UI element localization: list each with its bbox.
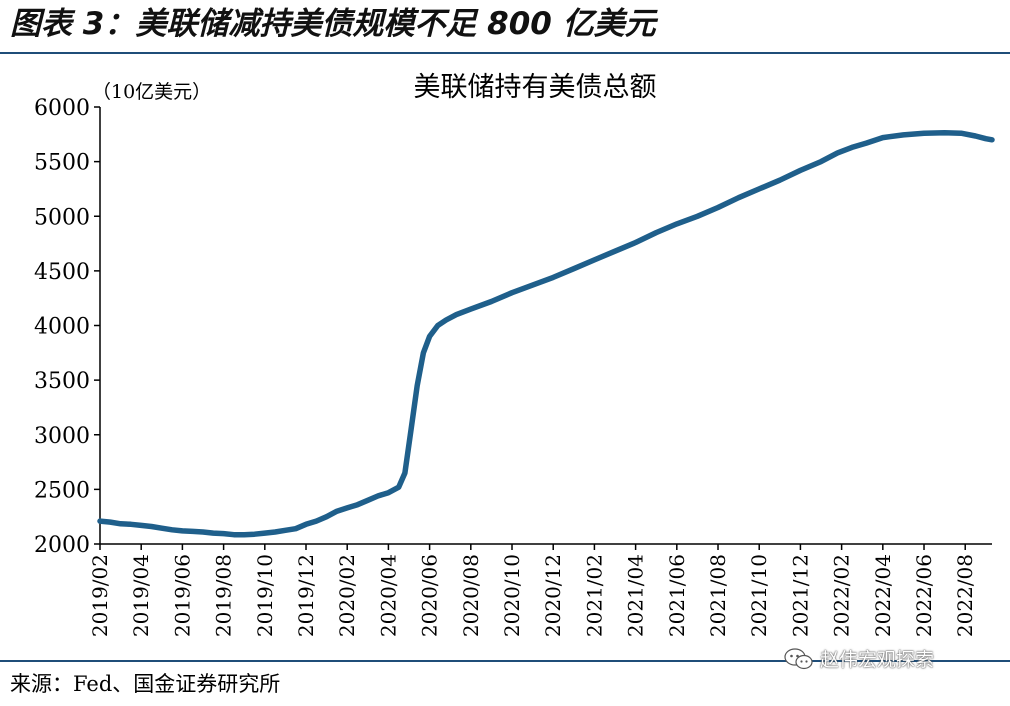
x-tick-label: 2022/06 [912,554,936,637]
y-axis: 2000 2500 3000 3500 4000 4500 5000 5500 6000 [34,96,101,558]
x-tick-label: 2020/06 [418,554,442,637]
y-unit-label: （10亿美元） [92,81,211,103]
x-tick-label: 2021/04 [624,554,648,637]
y-tick-label: 5500 [34,151,90,176]
chart: 美联储持有美债总额 （10亿美元） 2000 2500 3000 3500 4000 45… [34,72,995,637]
x-tick-label: 2019/10 [253,554,277,637]
x-tick-label: 2021/10 [747,554,771,637]
x-tick-label: 2019/02 [88,554,112,637]
y-tick-label: 3500 [34,369,90,394]
series-line [97,129,995,538]
x-tick-label: 2022/02 [830,554,854,637]
y-tick-label: 4000 [34,315,90,340]
x-tick-label: 2020/04 [376,554,400,637]
x-tick-label: 2021/12 [788,554,812,637]
x-tick-label: 2019/04 [129,554,153,637]
x-axis: 2019/02 2019/04 2019/06 2019/08 2019/10 2019/… [88,543,992,637]
source-note: 来源：Fed、国金证券研究所 [10,672,281,696]
y-tick-label: 3000 [34,424,90,449]
x-tick-label: 2022/08 [953,554,977,637]
figure-title: 图表 3：美联储减持美债规模不足 800 亿美元 [10,6,656,42]
x-tick-label: 2020/02 [335,554,359,637]
x-tick-label: 2019/08 [212,554,236,637]
y-tick-label: 2500 [34,478,90,503]
x-tick-label: 2020/08 [459,554,483,637]
x-tick-label: 2022/04 [871,554,895,637]
x-tick-label: 2019/06 [170,554,194,637]
watermark: 赵伟宏观探索 [784,645,934,672]
x-tick-label: 2020/10 [500,554,524,637]
x-tick-label: 2021/08 [706,554,730,637]
x-tick-label: 2021/06 [665,554,689,637]
title-rule [0,52,1010,54]
y-tick-label: 5000 [34,205,90,230]
source-rule [0,660,1010,662]
x-tick-label: 2019/12 [294,554,318,637]
chart-title: 美联储持有美债总额 [414,72,657,103]
wechat-icon [784,647,813,669]
y-tick-label: 6000 [34,96,90,121]
watermark-text: 赵伟宏观探索 [820,649,935,671]
x-tick-label: 2020/12 [541,554,565,637]
y-tick-label: 2000 [34,533,90,558]
x-tick-label: 2021/02 [582,554,606,637]
y-tick-label: 4500 [34,260,90,285]
